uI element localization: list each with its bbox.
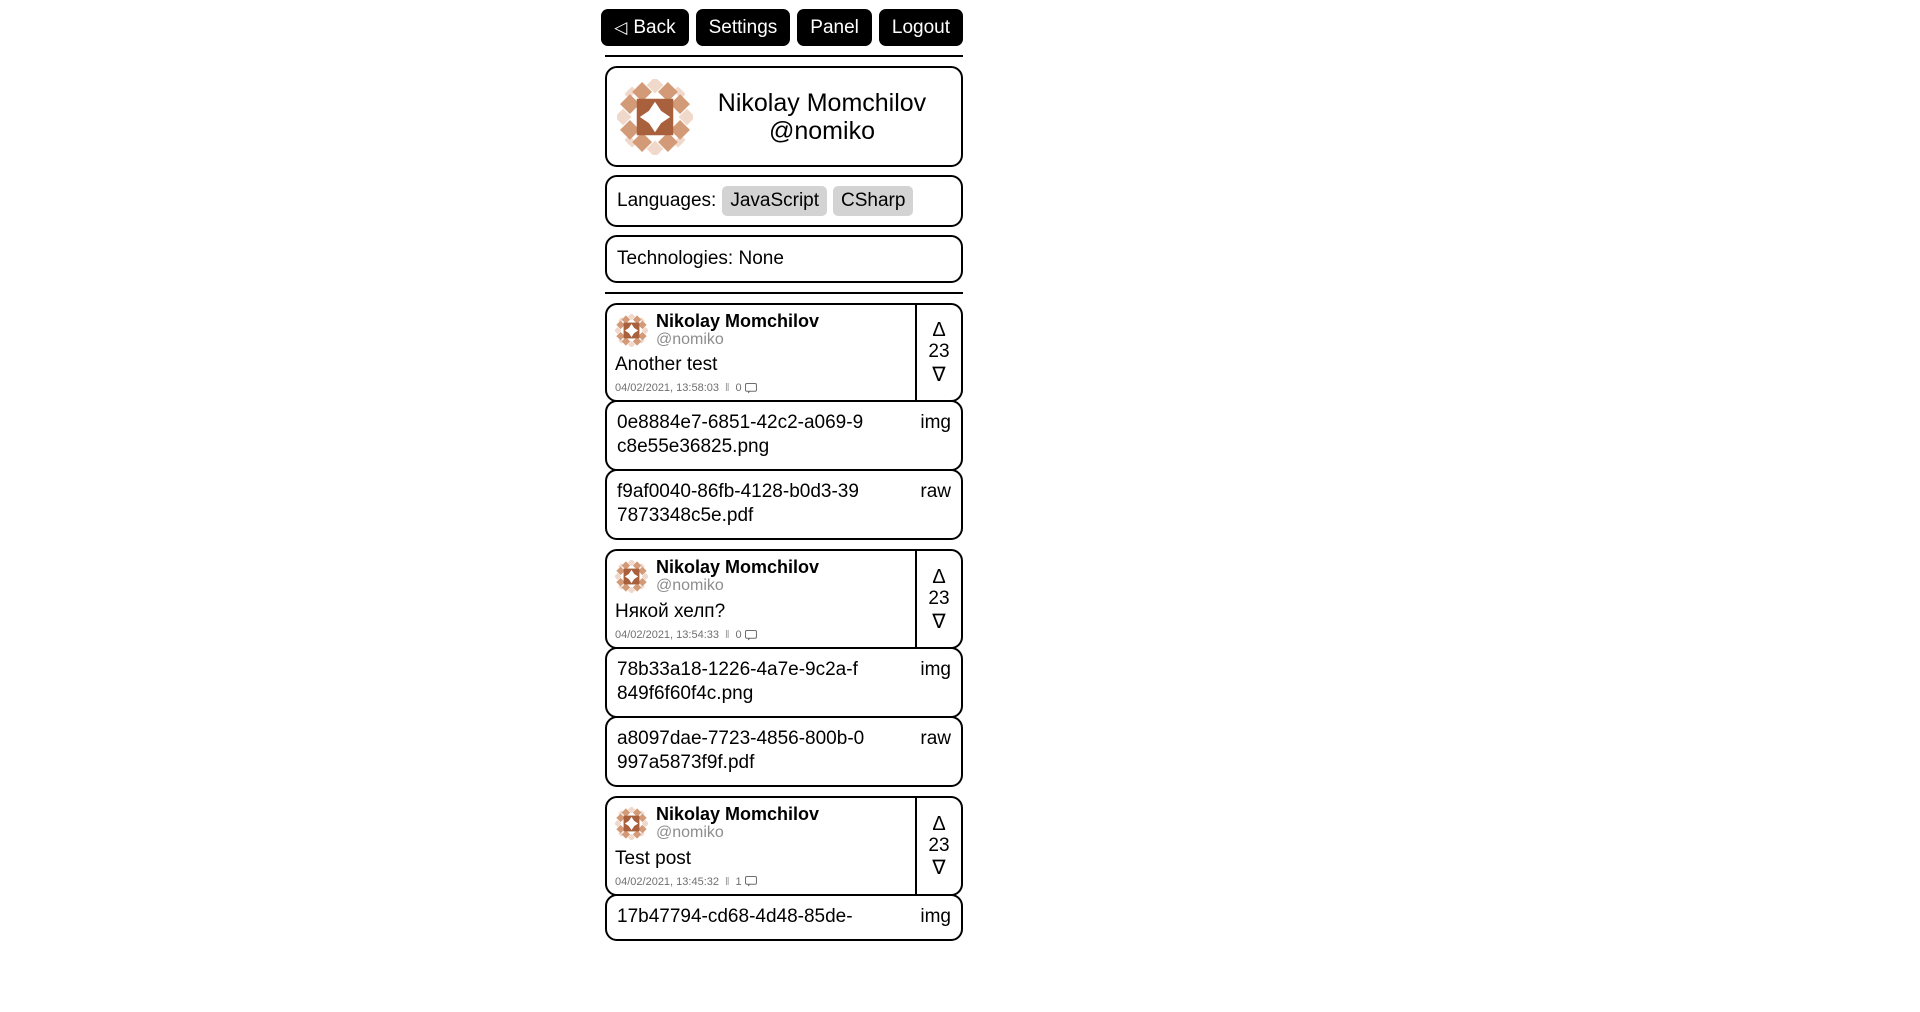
nav-divider bbox=[605, 55, 963, 57]
post-author: Nikolay Momchilov @nomiko bbox=[615, 805, 907, 842]
downvote-triangle-icon[interactable]: ∇ bbox=[932, 610, 946, 633]
post-group: Nikolay Momchilov @nomiko Някой хелп? 04/02… bbox=[605, 549, 963, 788]
post-timestamp: 04/02/2021, 13:45:32 bbox=[615, 875, 719, 888]
nav-button-panel[interactable]: Panel bbox=[797, 9, 872, 46]
attachment-filename: 0e8884e7-6851-42c2-a069-9c8e55e36825.png bbox=[617, 412, 864, 458]
language-chip[interactable]: JavaScript bbox=[722, 186, 828, 216]
post-vote-count: 23 bbox=[928, 587, 950, 609]
post-attachment[interactable]: f9af0040-86fb-4128-b0d3-397873348c5e.pdf… bbox=[605, 469, 963, 541]
post-card[interactable]: Nikolay Momchilov @nomiko Another test 04/0… bbox=[605, 302, 963, 403]
comment-bubble-icon bbox=[744, 876, 757, 887]
post-author-handle: @nomiko bbox=[656, 330, 724, 348]
post-author-handle: @nomiko bbox=[656, 577, 724, 595]
upvote-triangle-icon[interactable]: Δ bbox=[932, 565, 946, 588]
nav-button-label: Settings bbox=[708, 17, 778, 38]
upvote-triangle-icon[interactable]: Δ bbox=[932, 319, 946, 342]
profile-identity: Nikolay Momchilov @nomiko bbox=[693, 89, 951, 145]
post-comment-count: 0 bbox=[736, 382, 757, 394]
post-attachment[interactable]: 78b33a18-1226-4a7e-9c2a-f849f6f60f4c.png… bbox=[605, 647, 963, 719]
post-meta: 04/02/2021, 13:45:32 ‖ 1 bbox=[615, 876, 907, 888]
attachment-filename: f9af0040-86fb-4128-b0d3-397873348c5e.pdf bbox=[617, 481, 859, 527]
technologies-card: Technologies: None bbox=[605, 234, 963, 283]
back-triangle-icon: ◁ bbox=[614, 18, 628, 37]
attachment-kind: raw bbox=[920, 481, 951, 503]
nav-button-label: Panel bbox=[810, 17, 859, 38]
post-meta-separator: ‖ bbox=[724, 382, 730, 395]
post-attachment[interactable]: a8097dae-7723-4856-800b-0997a5873f9f.pdf… bbox=[605, 716, 963, 788]
downvote-triangle-icon[interactable]: ∇ bbox=[932, 857, 946, 880]
attachment-kind: img bbox=[920, 905, 951, 927]
post-card[interactable]: Nikolay Momchilov @nomiko Някой хелп? 04/02… bbox=[605, 549, 963, 650]
attachment-kind: raw bbox=[920, 728, 951, 750]
comment-bubble-icon bbox=[744, 382, 757, 394]
post-comment-count: 1 bbox=[736, 876, 757, 888]
post-group: Nikolay Momchilov @nomiko Another test 04/0… bbox=[605, 302, 963, 541]
post-vote-column: Δ 23 ∇ bbox=[915, 551, 961, 648]
content-column: ◁ Back Settings Panel Logout Nikolay Momchil… bbox=[601, 0, 963, 941]
attachment-filename: a8097dae-7723-4856-800b-0997a5873f9f.pdf bbox=[617, 728, 865, 774]
post-main: Nikolay Momchilov @nomiko Някой хелп? 04/02… bbox=[607, 551, 915, 647]
post-author-name: Nikolay Momchilov bbox=[656, 310, 820, 331]
comment-bubble-icon bbox=[744, 629, 757, 641]
profile-handle: @nomiko bbox=[769, 116, 875, 145]
profile-card: Nikolay Momchilov @nomiko bbox=[605, 66, 963, 167]
post-author-names: Nikolay Momchilov @nomiko bbox=[656, 558, 819, 595]
post-title: Test post bbox=[615, 847, 692, 869]
language-chip[interactable]: CSharp bbox=[833, 186, 914, 216]
post-card[interactable]: Nikolay Momchilov @nomiko Test post 04/02/2… bbox=[605, 796, 963, 896]
post-author-name: Nikolay Momchilov bbox=[656, 557, 820, 578]
languages-chip-list: JavaScript CSharp bbox=[722, 186, 914, 216]
attachment-filename: 17b47794-cd68-4d48-85de- bbox=[617, 905, 853, 927]
post-meta-separator: ‖ bbox=[724, 875, 730, 888]
profile-display-name: Nikolay Momchilov bbox=[717, 88, 927, 117]
post-meta: 04/02/2021, 13:54:33 ‖ 0 bbox=[615, 629, 907, 641]
nav-button-logout[interactable]: Logout bbox=[878, 9, 963, 46]
posts-divider bbox=[605, 291, 963, 294]
downvote-triangle-icon[interactable]: ∇ bbox=[932, 364, 946, 387]
post-author-names: Nikolay Momchilov @nomiko bbox=[656, 310, 820, 349]
post-vote-column: Δ 23 ∇ bbox=[915, 798, 961, 894]
post-author-avatar bbox=[615, 806, 648, 840]
post-comment-count-value: 0 bbox=[735, 629, 742, 642]
post-main: Nikolay Momchilov @nomiko Test post 04/02/2… bbox=[607, 798, 915, 894]
profile-avatar bbox=[617, 78, 693, 155]
post-timestamp: 04/02/2021, 13:58:03 bbox=[615, 382, 719, 395]
attachment-kind: img bbox=[920, 412, 951, 434]
post-author-avatar bbox=[615, 560, 648, 594]
post-author-handle: @nomiko bbox=[656, 824, 724, 842]
technologies-text: Technologies: None bbox=[617, 247, 784, 269]
post-meta-separator: ‖ bbox=[724, 629, 730, 642]
posts-feed: Nikolay Momchilov @nomiko Another test 04/0… bbox=[605, 302, 963, 941]
post-author: Nikolay Momchilov @nomiko bbox=[615, 558, 907, 595]
post-author-avatar bbox=[615, 313, 648, 347]
post-attachment[interactable]: 0e8884e7-6851-42c2-a069-9c8e55e36825.png… bbox=[605, 400, 963, 472]
upvote-triangle-icon[interactable]: Δ bbox=[932, 812, 946, 835]
post-title: Another test bbox=[615, 354, 718, 376]
attachment-filename: 78b33a18-1226-4a7e-9c2a-f849f6f60f4c.png bbox=[617, 659, 858, 705]
post-comment-count-value: 1 bbox=[735, 875, 742, 888]
languages-label: Languages: bbox=[617, 189, 717, 211]
post-attachment[interactable]: 17b47794-cd68-4d48-85de-img bbox=[605, 893, 963, 941]
post-author-name: Nikolay Momchilov bbox=[656, 804, 820, 825]
post-vote-count: 23 bbox=[928, 341, 950, 363]
post-comment-count: 0 bbox=[736, 629, 757, 641]
post-comment-count-value: 0 bbox=[735, 382, 742, 395]
nav-button-label: Back bbox=[633, 17, 676, 38]
nav-button-back[interactable]: ◁ Back bbox=[601, 9, 689, 46]
post-timestamp: 04/02/2021, 13:54:33 bbox=[615, 629, 719, 642]
languages-card: Languages: JavaScript CSharp bbox=[605, 175, 963, 227]
attachment-kind: img bbox=[920, 659, 951, 681]
post-author-names: Nikolay Momchilov @nomiko bbox=[656, 805, 819, 842]
post-title: Някой хелп? bbox=[615, 601, 726, 623]
top-navigation: ◁ Back Settings Panel Logout bbox=[601, 0, 963, 46]
post-meta: 04/02/2021, 13:58:03 ‖ 0 bbox=[615, 382, 907, 394]
nav-button-settings[interactable]: Settings bbox=[695, 9, 791, 46]
post-main: Nikolay Momchilov @nomiko Another test 04/0… bbox=[607, 305, 915, 401]
post-vote-column: Δ 23 ∇ bbox=[915, 304, 961, 401]
nav-button-label: Logout bbox=[891, 17, 950, 38]
post-group: Nikolay Momchilov @nomiko Test post 04/02/2… bbox=[605, 796, 963, 941]
post-author: Nikolay Momchilov @nomiko bbox=[615, 310, 907, 349]
post-vote-count: 23 bbox=[928, 834, 950, 856]
